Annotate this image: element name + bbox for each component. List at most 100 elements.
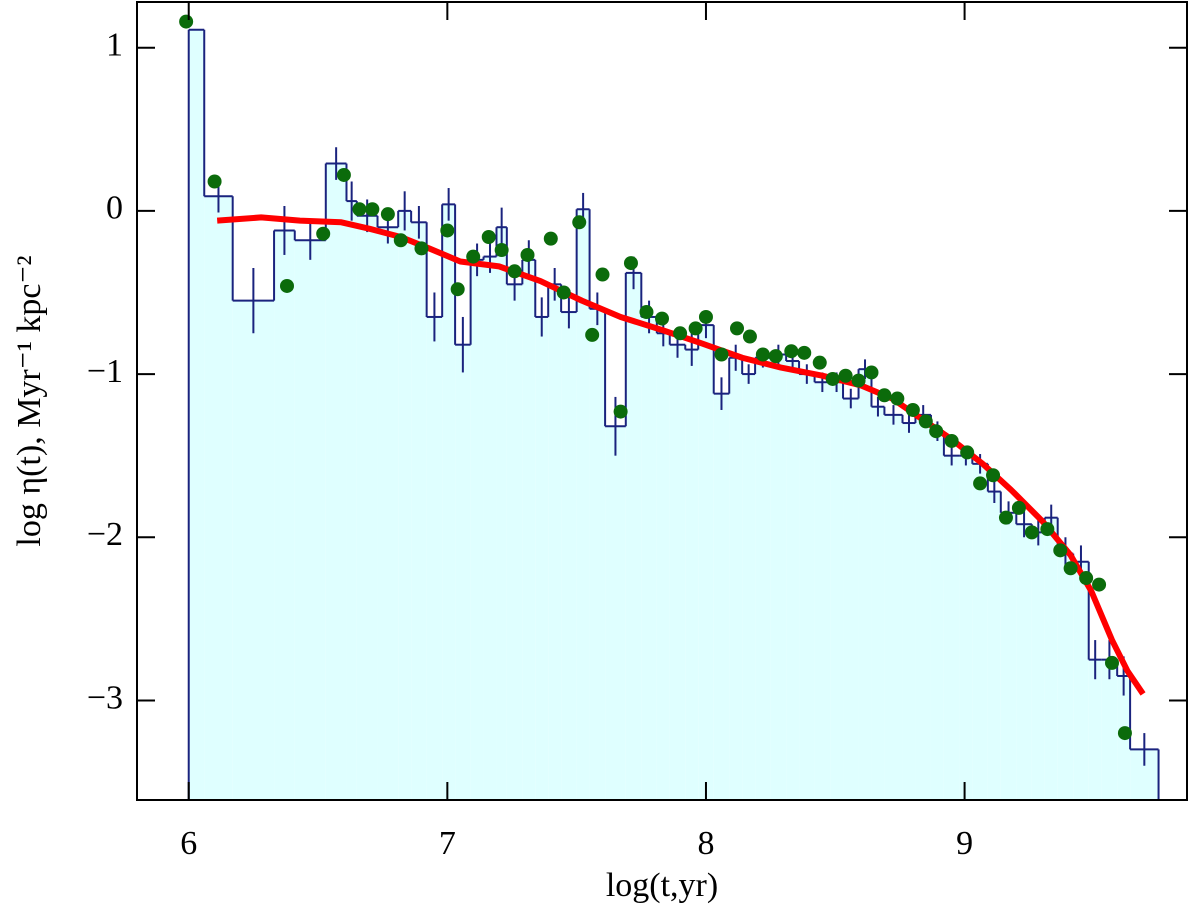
bar	[522, 259, 536, 801]
bar	[1044, 517, 1058, 800]
data-point	[905, 402, 920, 417]
data-point	[507, 264, 522, 279]
data-point	[838, 368, 853, 383]
data-point	[585, 327, 600, 342]
bar	[656, 333, 670, 800]
bar	[884, 414, 903, 800]
data-point	[440, 223, 455, 238]
x-tick-label: 8	[697, 825, 714, 862]
bar	[1101, 659, 1118, 800]
data-point	[543, 231, 558, 246]
bar	[930, 431, 944, 800]
bar	[902, 423, 916, 800]
data-point	[481, 229, 496, 244]
bar	[698, 325, 714, 800]
bar	[294, 240, 326, 800]
data-point	[877, 388, 892, 403]
data-point	[742, 329, 757, 344]
bar	[1073, 561, 1089, 800]
data-point	[1063, 561, 1078, 576]
bar	[770, 354, 787, 800]
bar	[442, 204, 456, 800]
y-axis-label: log η(t), Myr⁻¹ kpc⁻²	[11, 255, 48, 546]
y-tick-label: 1	[106, 26, 123, 63]
data-point	[944, 433, 959, 448]
data-point	[714, 347, 729, 362]
bar	[729, 357, 743, 800]
data-point	[812, 355, 827, 370]
data-point	[1105, 655, 1119, 670]
data-point	[825, 371, 840, 386]
data-point	[929, 424, 944, 439]
data-point	[1092, 577, 1107, 592]
data-point	[755, 347, 770, 362]
bar	[274, 230, 295, 801]
data-point	[864, 365, 879, 380]
bar	[830, 382, 844, 800]
bar	[455, 344, 471, 800]
bar	[1088, 659, 1102, 800]
bar	[641, 316, 657, 800]
x-tick-label: 7	[439, 825, 456, 862]
data-point	[998, 510, 1013, 525]
bar	[605, 426, 626, 800]
data-point	[494, 243, 509, 258]
data-point	[572, 215, 587, 230]
bar	[561, 312, 577, 800]
bar	[987, 491, 1001, 800]
bar	[496, 227, 507, 800]
data-point	[280, 278, 294, 293]
data-point	[365, 202, 380, 217]
bar	[972, 463, 988, 800]
bar	[1057, 553, 1074, 800]
bar	[1031, 532, 1045, 800]
bar	[685, 349, 699, 800]
data-point	[613, 404, 628, 419]
bar	[426, 316, 443, 800]
x-tick-label: 6	[180, 825, 197, 862]
plot-frame	[136, 1, 1188, 801]
data-point	[890, 391, 905, 406]
bar	[625, 272, 642, 800]
data-point	[986, 468, 1001, 483]
bar	[871, 406, 885, 800]
bar	[576, 209, 590, 801]
bar	[943, 455, 960, 800]
data-point	[352, 202, 367, 217]
data-point	[414, 241, 429, 256]
bar	[959, 455, 973, 800]
data-point	[730, 321, 744, 336]
bar	[411, 222, 427, 800]
y-tick-label: −1	[87, 353, 123, 390]
data-point	[466, 249, 481, 264]
data-point	[673, 326, 688, 341]
data-point	[768, 349, 783, 364]
data-point	[556, 285, 571, 300]
data-point	[973, 476, 988, 491]
bar	[786, 361, 800, 800]
y-tick-label: −2	[87, 516, 123, 553]
bar	[232, 300, 275, 800]
bar	[915, 414, 931, 800]
x-tick-label: 9	[956, 825, 973, 862]
bar	[204, 196, 233, 801]
data-point	[1011, 500, 1026, 515]
bar	[1000, 512, 1017, 800]
data-point	[1053, 543, 1068, 558]
data-point	[1117, 726, 1132, 741]
data-point	[688, 321, 703, 336]
bar	[188, 29, 205, 801]
bar	[346, 201, 357, 800]
data-point	[1024, 525, 1039, 540]
bar	[799, 374, 815, 800]
y-tick-label: 0	[106, 190, 123, 227]
bar	[377, 227, 399, 800]
data-point	[918, 414, 933, 429]
data-point	[960, 445, 975, 460]
data-point	[784, 344, 799, 359]
bar	[589, 308, 606, 800]
data-point	[336, 167, 351, 182]
data-point	[1079, 571, 1094, 586]
